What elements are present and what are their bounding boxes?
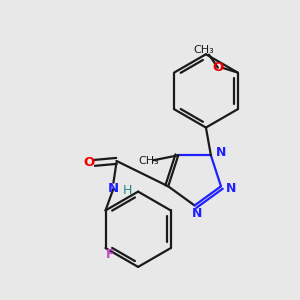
Text: N: N [191,207,202,220]
Text: N: N [216,146,226,159]
Text: CH₃: CH₃ [194,45,214,55]
Text: N: N [108,182,119,195]
Text: F: F [106,248,115,260]
Text: O: O [83,156,94,170]
Text: CH₃: CH₃ [138,156,159,166]
Text: O: O [212,61,224,74]
Text: N: N [226,182,236,195]
Text: H: H [123,184,132,197]
